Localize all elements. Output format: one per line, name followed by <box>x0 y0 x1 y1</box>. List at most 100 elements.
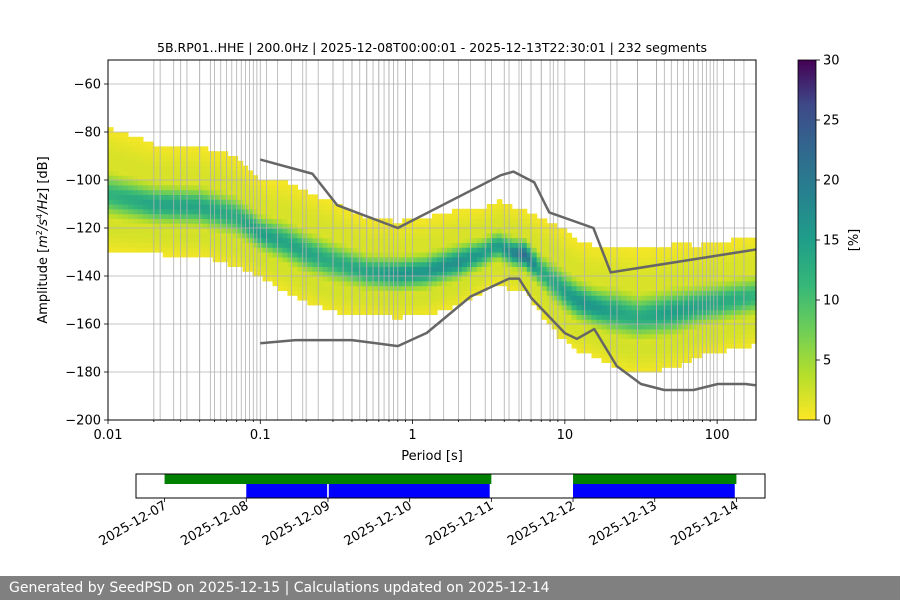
heatmap-cell <box>157 208 164 215</box>
heatmap-cell <box>182 165 189 171</box>
heatmap-cell <box>721 295 727 301</box>
heatmap-cell <box>182 228 189 234</box>
heatmap-cell <box>751 324 757 330</box>
heatmap-cell <box>646 348 652 354</box>
heatmap-cell <box>137 160 144 167</box>
heatmap-cell <box>172 228 179 234</box>
heatmap-cell <box>571 309 578 315</box>
heatmap-cell <box>516 252 523 258</box>
heatmap-cell <box>337 304 343 311</box>
x-tick-label: 100 <box>705 428 730 443</box>
heatmap-cell <box>456 247 463 253</box>
heatmap-cell <box>392 242 398 248</box>
heatmap-cell <box>606 324 613 330</box>
heatmap-cell <box>422 247 428 253</box>
heatmap-cell <box>566 295 573 301</box>
heatmap-cell <box>157 237 164 243</box>
heatmap-cell <box>721 280 727 287</box>
heatmap-cell <box>491 276 498 282</box>
heatmap-cell <box>172 170 179 176</box>
heatmap-cell <box>631 328 637 335</box>
heatmap-cell <box>197 199 204 205</box>
heatmap-cell <box>397 256 403 263</box>
heatmap-cell <box>621 324 627 330</box>
heatmap-cell <box>531 271 538 277</box>
heatmap-cell <box>671 338 677 344</box>
heatmap-cell <box>377 266 383 272</box>
heatmap-cell <box>407 228 413 234</box>
heatmap-cell <box>516 247 523 253</box>
heatmap-cell <box>481 261 488 267</box>
heatmap-cell <box>666 328 672 335</box>
heatmap-cell <box>152 223 159 229</box>
heatmap-cell <box>117 213 124 219</box>
heatmap-cell <box>601 333 608 339</box>
heatmap-cell <box>267 180 274 186</box>
heatmap-cell <box>342 228 348 234</box>
heatmap-cell <box>601 309 608 315</box>
heatmap-cell <box>566 261 573 267</box>
heatmap-cell <box>222 151 229 157</box>
heatmap-cell <box>466 237 473 243</box>
heatmap-cell <box>451 290 458 296</box>
heatmap-cell <box>526 247 533 253</box>
heatmap-cell <box>292 204 299 210</box>
heatmap-cell <box>362 247 368 253</box>
heatmap-cell <box>626 290 632 296</box>
heatmap-cell <box>566 237 573 243</box>
heatmap-cell <box>322 276 328 282</box>
heatmap-cell <box>641 319 647 325</box>
heatmap-cell <box>466 261 473 267</box>
heatmap-cell <box>546 295 553 301</box>
heatmap-cell <box>466 208 473 215</box>
heatmap-cell <box>232 184 239 191</box>
heatmap-cell <box>646 261 652 267</box>
heatmap-cell <box>591 266 598 272</box>
colorbar-tick-label: 20 <box>823 174 840 189</box>
heatmap-cell <box>132 151 139 157</box>
heatmap-cell <box>367 247 373 253</box>
heatmap-cell <box>337 309 343 315</box>
heatmap-cell <box>117 204 124 210</box>
heatmap-cell <box>721 242 727 248</box>
heatmap-cell <box>691 309 697 315</box>
heatmap-cell <box>616 338 623 344</box>
heatmap-cell <box>137 189 144 195</box>
heatmap-cell <box>417 256 423 263</box>
heatmap-cell <box>681 247 687 253</box>
heatmap-cell <box>446 237 453 243</box>
heatmap-cell <box>132 170 139 176</box>
heatmap-cell <box>382 256 388 263</box>
heatmap-cell <box>636 367 642 373</box>
heatmap-cell <box>671 276 677 282</box>
heatmap-cell <box>232 189 239 195</box>
heatmap-cell <box>701 328 707 335</box>
heatmap-cell <box>142 184 149 191</box>
heatmap-cell <box>262 184 269 191</box>
heatmap-cell <box>651 300 657 306</box>
heatmap-cell <box>282 271 289 277</box>
heatmap-cell <box>491 223 498 229</box>
heatmap-cell <box>137 175 144 181</box>
heatmap-cell <box>701 261 707 267</box>
heatmap-cell <box>187 165 194 171</box>
heatmap-cell <box>252 266 259 272</box>
heatmap-cell <box>247 232 254 239</box>
heatmap-cell <box>576 285 583 291</box>
heatmap-cell <box>297 213 303 219</box>
heatmap-cell <box>486 276 493 282</box>
heatmap-cell <box>481 252 488 258</box>
heatmap-cell <box>651 295 657 301</box>
timeline-tick-label: 2025-12-07 <box>97 498 170 549</box>
heatmap-cell <box>751 338 757 344</box>
heatmap-cell <box>616 343 623 349</box>
heatmap-cell <box>372 266 378 272</box>
heatmap-cell <box>147 156 154 162</box>
heatmap-cell <box>132 223 139 229</box>
heatmap-cell <box>152 194 159 200</box>
heatmap-cell <box>237 252 244 258</box>
heatmap-cell <box>402 247 408 253</box>
heatmap-cell <box>352 276 358 282</box>
heatmap-cell <box>611 348 618 354</box>
heatmap-cell <box>676 242 682 248</box>
